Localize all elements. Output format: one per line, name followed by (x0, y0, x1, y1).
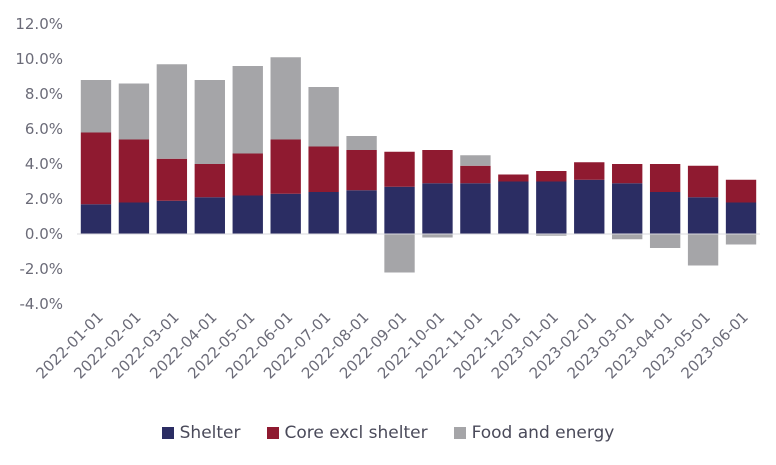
y-tick-label: -2.0% (19, 260, 63, 278)
legend-swatch-core-excl-shelter (266, 427, 279, 439)
bar-shelter (384, 186, 415, 234)
bar-shelter (536, 181, 567, 234)
bar-core-excl-shelter (612, 164, 643, 184)
bar-core-excl-shelter (384, 151, 415, 187)
bar-core-excl-shelter (536, 171, 567, 182)
bar-food-and-energy (422, 234, 453, 238)
legend-item-core-excl-shelter: Core excl shelter (266, 423, 428, 443)
bar-food-and-energy (384, 234, 415, 273)
bar-food-and-energy (612, 234, 643, 240)
bar-food-and-energy (156, 64, 188, 159)
bar-core-excl-shelter (232, 153, 263, 196)
y-tick-label: 0.0% (25, 225, 63, 243)
bar-shelter (649, 192, 681, 234)
y-tick-label: 2.0% (25, 190, 63, 208)
bar-core-excl-shelter (422, 150, 453, 184)
bar-core-excl-shelter (649, 164, 681, 192)
bar-shelter (232, 195, 263, 234)
bar-core-excl-shelter (194, 164, 225, 198)
bar-shelter (687, 197, 719, 234)
bar-food-and-energy (270, 57, 301, 140)
bar-food-and-energy (649, 234, 681, 248)
bar-core-excl-shelter (346, 150, 377, 191)
bar-core-excl-shelter (498, 174, 529, 182)
bar-core-excl-shelter (270, 139, 301, 194)
bar-food-and-energy (536, 234, 567, 236)
bar-shelter (194, 197, 225, 234)
legend-item-food-and-energy: Food and energy (453, 423, 615, 443)
y-tick-label: 12.0% (15, 15, 63, 33)
legend-item-shelter: Shelter (161, 423, 241, 443)
y-tick-label: 6.0% (25, 120, 63, 138)
bar-shelter (270, 193, 301, 234)
bar-food-and-energy (194, 80, 225, 164)
bar-shelter (308, 192, 339, 234)
y-tick-label: 4.0% (25, 155, 63, 173)
bar-shelter (725, 202, 757, 234)
bar-food-and-energy (308, 87, 339, 147)
bar-shelter (118, 202, 150, 234)
bar-shelter (612, 183, 643, 234)
bar-shelter (80, 204, 112, 234)
bar-core-excl-shelter (156, 158, 188, 201)
y-tick-label: 10.0% (15, 50, 63, 68)
bar-shelter (156, 200, 188, 234)
legend-swatch-food-and-energy (453, 427, 466, 439)
y-tick-label: 8.0% (25, 85, 63, 103)
y-tick-label: -4.0% (19, 295, 63, 313)
bar-food-and-energy (346, 136, 377, 150)
bar-food-and-energy (460, 155, 491, 166)
bar-core-excl-shelter (725, 179, 757, 203)
bar-core-excl-shelter (308, 146, 339, 192)
legend: Shelter Core excl shelter Food and energ… (0, 423, 776, 443)
legend-label-shelter: Shelter (179, 423, 241, 443)
bar-food-and-energy (232, 66, 263, 154)
bar-shelter (460, 183, 491, 234)
bar-core-excl-shelter (460, 165, 491, 184)
bar-food-and-energy (687, 234, 719, 266)
bar-core-excl-shelter (80, 132, 112, 205)
bar-shelter (574, 179, 605, 234)
legend-label-core-excl-shelter: Core excl shelter (284, 423, 428, 443)
bar-core-excl-shelter (687, 165, 719, 198)
bar-food-and-energy (80, 80, 112, 133)
bar-shelter (346, 190, 377, 234)
legend-label-food-and-energy: Food and energy (471, 423, 615, 443)
bar-shelter (498, 181, 529, 234)
legend-swatch-shelter (161, 427, 174, 439)
bar-core-excl-shelter (118, 139, 150, 203)
bar-core-excl-shelter (574, 162, 605, 180)
bar-shelter (422, 183, 453, 234)
bar-food-and-energy (118, 83, 150, 140)
bar-food-and-energy (725, 234, 757, 245)
